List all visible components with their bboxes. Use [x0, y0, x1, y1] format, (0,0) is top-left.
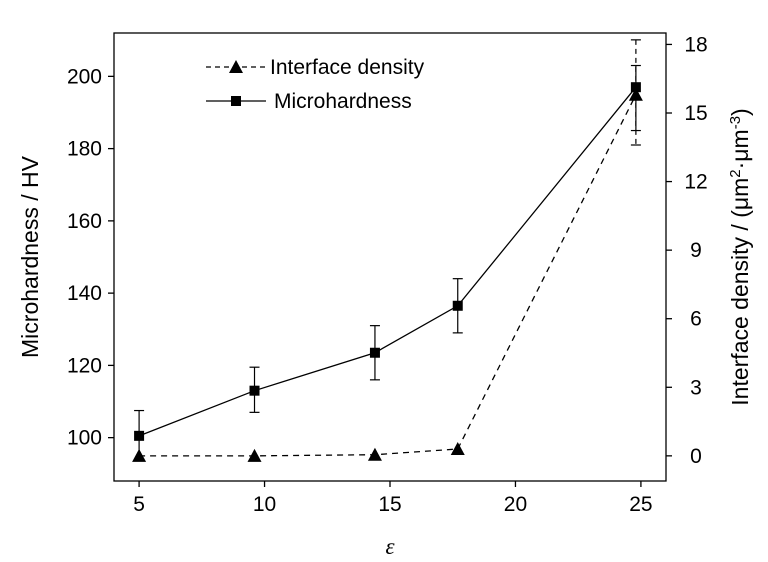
- y-right-tick-label: 18: [684, 33, 707, 56]
- legend-triangle-marker: [229, 60, 243, 73]
- x-tick-label: 20: [504, 493, 527, 516]
- y-right-tick-label: 0: [690, 445, 702, 468]
- interface-density-line: [139, 94, 637, 457]
- y-left-tick-label: 160: [67, 210, 102, 233]
- microhardness-point: [249, 385, 260, 396]
- interface-density-point: [450, 442, 465, 455]
- x-tick-label: 10: [253, 493, 276, 516]
- y-right-tick-label: 3: [690, 376, 702, 399]
- y-left-tick-label: 100: [67, 427, 102, 450]
- y-right-tick-label: 9: [690, 239, 702, 262]
- legend-item-microhardness: Microhardness: [206, 90, 412, 113]
- microhardness-point: [369, 347, 380, 358]
- interface-density-point: [367, 447, 382, 461]
- microhardness-point: [452, 300, 463, 311]
- x-tick-label: 5: [133, 493, 145, 516]
- legend: Interface density Microhardness: [206, 56, 425, 113]
- legend-item-interface-density: Interface density: [206, 56, 425, 79]
- x-axis-title: ε: [385, 534, 395, 559]
- y-axis-right-title: Interface density / (μm2·μm-3): [727, 108, 754, 405]
- microhardness-point: [630, 82, 641, 93]
- y-left-tick-label: 180: [67, 138, 102, 161]
- y-left-tick-label: 140: [67, 282, 102, 305]
- legend-square-marker: [231, 96, 241, 106]
- y-right-tick-label: 15: [684, 102, 707, 125]
- interface-density-point: [247, 448, 262, 462]
- microhardness-line: [138, 86, 637, 437]
- x-tick-label: 15: [378, 493, 401, 516]
- y-left-tick-label: 120: [67, 354, 102, 377]
- y-right-tick-label: 6: [690, 308, 702, 331]
- legend-label-interface-density: Interface density: [270, 56, 425, 79]
- x-tick-label: 25: [629, 493, 652, 516]
- y-right-tick-label: 12: [684, 171, 707, 194]
- y-axis-left-title: Microhardness / HV: [17, 155, 43, 358]
- y-left-tick-label: 200: [67, 65, 102, 88]
- legend-label-microhardness: Microhardness: [274, 90, 412, 113]
- microhardness-point: [134, 430, 145, 441]
